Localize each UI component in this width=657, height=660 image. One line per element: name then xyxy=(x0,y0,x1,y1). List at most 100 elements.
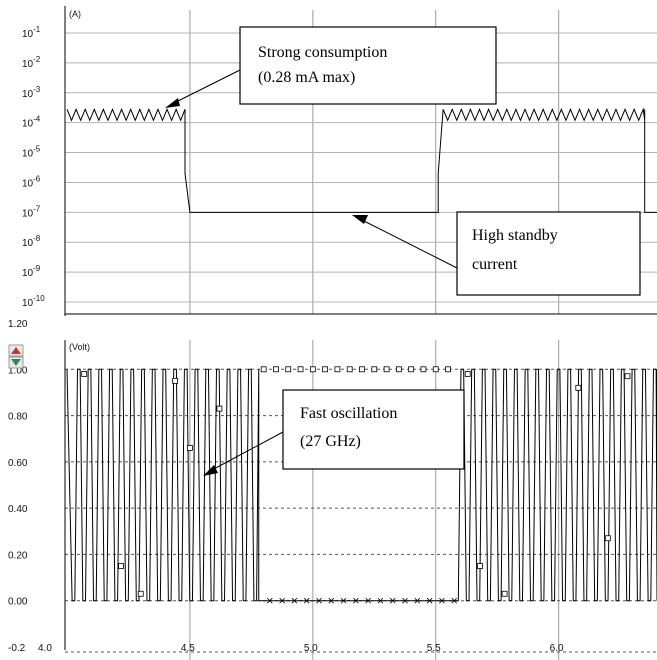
square-marker xyxy=(334,366,341,373)
cross-marker xyxy=(451,597,457,604)
square-marker xyxy=(420,366,427,373)
square-marker xyxy=(371,366,378,373)
annotation-line-2: current xyxy=(472,256,518,273)
cross-marker xyxy=(279,597,285,604)
cross-marker xyxy=(303,597,310,604)
voltage-grid xyxy=(65,340,657,660)
square-marker xyxy=(359,366,365,373)
square-marker xyxy=(309,366,316,373)
square-marker xyxy=(137,590,144,597)
triangle-up-icon xyxy=(11,347,21,354)
cross-marker xyxy=(267,597,273,604)
cross-marker xyxy=(389,597,396,604)
cross-marker xyxy=(365,597,371,604)
annotation-oscillation: Fast oscillation (27 GHz) xyxy=(203,389,465,476)
y-tick-label: 10-2 xyxy=(22,55,41,70)
square-marker xyxy=(501,590,508,597)
annotation-strong-consumption: Strong consumption (0.28 mA max) xyxy=(165,26,497,108)
annotation-line-2: (0.28 mA max) xyxy=(258,69,355,86)
annotation-line-2: (27 GHz) xyxy=(300,433,361,450)
y-tick-label: 0.20 xyxy=(8,550,28,561)
cross-marker xyxy=(426,597,433,604)
square-marker xyxy=(273,366,279,373)
x-tick-label: 6.0 xyxy=(550,643,564,654)
y-tick-label: 0.80 xyxy=(8,412,28,423)
current-series-line xyxy=(66,107,657,213)
arrowhead-icon xyxy=(165,98,180,108)
square-marker xyxy=(322,366,329,373)
square-marker xyxy=(408,366,415,373)
y-tick-label: -0.2 xyxy=(8,643,26,654)
square-marker xyxy=(383,366,390,373)
square-marker xyxy=(285,366,292,373)
x-tick-label: 4.0 xyxy=(38,643,52,654)
square-marker xyxy=(216,405,223,412)
annotation-box xyxy=(456,211,641,296)
cross-marker xyxy=(402,597,408,604)
current-unit-label: (A) xyxy=(69,9,81,19)
cross-marker xyxy=(377,597,384,604)
y-tick-label: 10-6 xyxy=(22,174,41,189)
square-marker xyxy=(477,563,483,569)
annotation-box xyxy=(282,389,465,470)
cross-marker xyxy=(340,597,347,604)
current-y-ticks: 10-1 10-2 10-3 10-4 10-5 10-6 10-7 10-8 10-9 10-1… xyxy=(22,25,45,309)
y-tick-label: 10-7 xyxy=(22,204,41,219)
y-tick-label: 10-9 xyxy=(22,264,41,279)
square-marker xyxy=(346,366,353,373)
cross-marker xyxy=(439,597,445,604)
annotation-line-1: High standby xyxy=(472,227,558,244)
cross-marker xyxy=(414,597,421,604)
y-tick-label: 0.40 xyxy=(8,504,28,515)
square-marker xyxy=(260,366,267,373)
annotation-arrow xyxy=(361,219,458,269)
cross-marker xyxy=(328,597,335,604)
y-tick-label: 0.00 xyxy=(8,597,28,608)
square-marker xyxy=(297,366,304,373)
scroll-down-button[interactable] xyxy=(8,356,24,369)
cross-marker xyxy=(316,597,322,604)
square-marker xyxy=(432,366,439,373)
annotation-standby: High standby current xyxy=(352,211,641,296)
y-tick-label: 10-8 xyxy=(22,234,41,249)
arrowhead-icon xyxy=(203,465,218,476)
square-marker xyxy=(395,366,402,373)
voltage-series-line xyxy=(66,368,657,602)
voltage-unit-label: (Volt) xyxy=(69,342,90,352)
x-tick-label: 5.0 xyxy=(304,643,318,654)
square-marker xyxy=(187,445,193,451)
square-marker xyxy=(464,371,471,377)
scroll-up-button[interactable] xyxy=(8,344,24,357)
square-marker xyxy=(575,384,582,391)
square-marker xyxy=(81,371,88,377)
voltage-x-ticks: 4.0 4.5 5.0 5.5 6.0 xyxy=(38,643,564,654)
square-marker xyxy=(624,373,631,380)
y-tick-label: 10-4 xyxy=(22,115,41,130)
triangle-down-icon xyxy=(11,359,21,366)
y-tick-label: 0.60 xyxy=(8,458,28,469)
y-tick-label: 10-5 xyxy=(22,145,41,160)
y-tick-label: 10-1 xyxy=(22,25,41,40)
voltage-panel: (Volt) 1.201.000.800.600.400.200.00-0.2 … xyxy=(8,319,657,660)
voltage-markers xyxy=(81,366,631,604)
y-tick-label: 1.00 xyxy=(8,365,28,376)
x-tick-label: 4.5 xyxy=(181,643,195,654)
annotation-arrow xyxy=(211,431,284,471)
square-marker xyxy=(172,377,179,384)
square-marker xyxy=(445,366,451,373)
arrowhead-icon xyxy=(352,215,368,224)
cross-marker xyxy=(353,597,359,604)
voltage-y-ticks: 1.20 1.00 0.80 0.60 0.40 0.20 0.00 -0.2 xyxy=(8,319,28,654)
annotation-line-1: Fast oscillation xyxy=(300,405,397,422)
y-tick-label: 10-3 xyxy=(22,85,41,100)
x-tick-label: 5.5 xyxy=(427,643,441,654)
y-tick-label: 10-10 xyxy=(22,294,45,309)
square-marker xyxy=(118,563,124,569)
y-tick-label: 1.20 xyxy=(8,319,28,330)
square-marker xyxy=(604,535,611,542)
cross-marker xyxy=(291,597,298,604)
annotation-line-1: Strong consumption xyxy=(258,44,387,61)
annotation-box xyxy=(239,26,497,105)
annotation-arrow xyxy=(171,69,241,105)
